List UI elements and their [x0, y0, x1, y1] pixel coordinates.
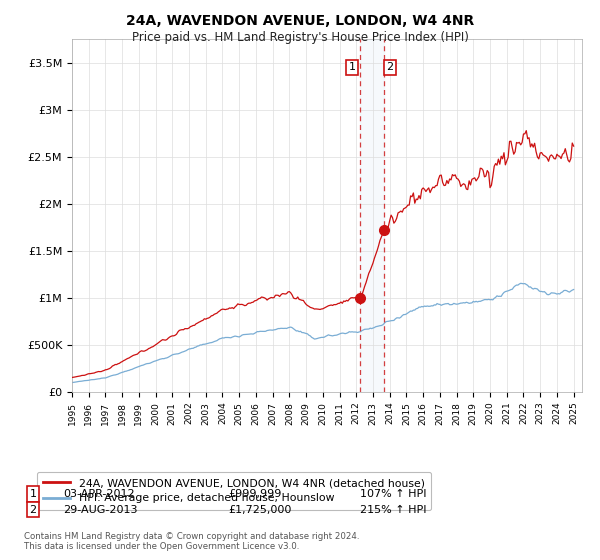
Text: £1,725,000: £1,725,000 [228, 505, 292, 515]
Text: 03-APR-2012: 03-APR-2012 [63, 489, 134, 499]
Text: Price paid vs. HM Land Registry's House Price Index (HPI): Price paid vs. HM Land Registry's House … [131, 31, 469, 44]
Text: 29-AUG-2013: 29-AUG-2013 [63, 505, 137, 515]
Text: 1: 1 [29, 489, 37, 499]
Text: 215% ↑ HPI: 215% ↑ HPI [360, 505, 427, 515]
Bar [361, 39, 384, 392]
Text: Contains HM Land Registry data © Crown copyright and database right 2024.
This d: Contains HM Land Registry data © Crown c… [24, 532, 359, 551]
Text: 107% ↑ HPI: 107% ↑ HPI [360, 489, 427, 499]
Text: 24A, WAVENDON AVENUE, LONDON, W4 4NR: 24A, WAVENDON AVENUE, LONDON, W4 4NR [126, 14, 474, 28]
Text: 2: 2 [29, 505, 37, 515]
Text: £999,999: £999,999 [228, 489, 281, 499]
Text: 1: 1 [349, 62, 356, 72]
Text: 2: 2 [386, 62, 394, 72]
Legend: 24A, WAVENDON AVENUE, LONDON, W4 4NR (detached house), HPI: Average price, detac: 24A, WAVENDON AVENUE, LONDON, W4 4NR (de… [37, 472, 431, 510]
